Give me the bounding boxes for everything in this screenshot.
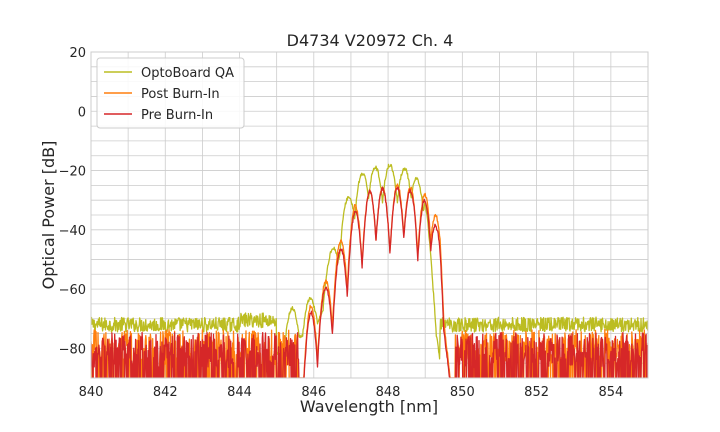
x-tick-label: 848 <box>376 385 401 400</box>
y-axis-label: Optical Power [dB] <box>39 141 58 290</box>
series-line-pre-burn-in <box>91 186 648 378</box>
chart-title: D4734 V20972 Ch. 4 <box>287 31 454 50</box>
legend-label: Post Burn-In <box>141 87 220 102</box>
x-tick-label: 842 <box>153 385 178 400</box>
x-tick-label: 840 <box>79 385 104 400</box>
legend-label: OptoBoard QA <box>141 66 234 81</box>
y-tick-label: −20 <box>59 165 86 180</box>
legend-label: Pre Burn-In <box>141 108 213 123</box>
x-axis-label: Wavelength [nm] <box>300 397 438 416</box>
x-tick-label: 850 <box>450 385 475 400</box>
x-tick-labels: 840 842 844 846 848 850 852 854 <box>79 385 624 400</box>
x-tick-label: 846 <box>301 385 326 400</box>
y-tick-label: −40 <box>59 224 86 239</box>
y-tick-labels: 20 0 −20 −40 −60 −80 <box>59 46 86 357</box>
legend-box <box>96 57 245 129</box>
y-tick-label: −80 <box>59 342 86 357</box>
x-tick-label: 854 <box>598 385 623 400</box>
x-tick-label: 844 <box>227 385 252 400</box>
y-tick-label: 0 <box>78 105 86 120</box>
y-tick-label: 20 <box>69 46 86 61</box>
plot-area <box>91 163 648 378</box>
x-tick-label: 852 <box>524 385 549 400</box>
y-tick-label: −60 <box>59 283 86 298</box>
legend: OptoBoard QA Post Burn-In Pre Burn-In <box>96 57 245 129</box>
plot-frame <box>90 51 649 379</box>
